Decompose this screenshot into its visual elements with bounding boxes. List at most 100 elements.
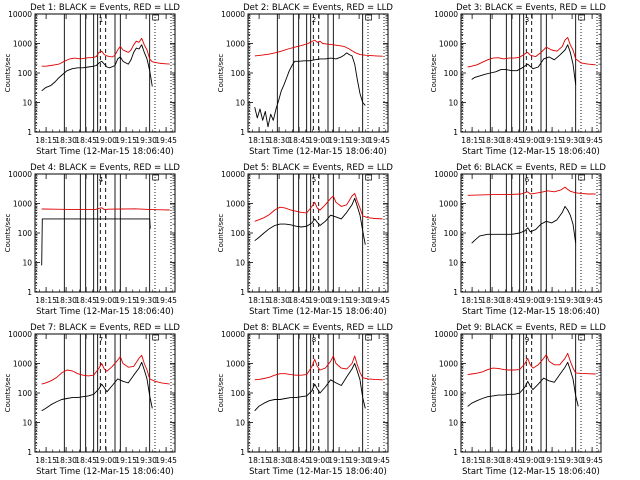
series-events [254, 197, 366, 245]
detector-marker: 7 [99, 336, 103, 344]
x-tick-label: 19:00 [308, 296, 330, 305]
y-tick-label: 100 [231, 69, 246, 78]
x-tick-label: 19:00 [521, 136, 543, 145]
y-tick-label: 100 [231, 229, 246, 238]
detector-panel-9: Det 9: BLACK = Events, RED = LLD 1 10 100 10… [430, 323, 606, 477]
plot-frame [460, 333, 602, 453]
x-axis-label: Start Time (12-Mar-15 18:06:40) [249, 147, 387, 157]
x-tick-label: 18:15 [461, 296, 483, 305]
x-axis-label: Start Time (12-Mar-15 18:06:40) [462, 147, 600, 157]
x-tick-label: 19:00 [521, 456, 543, 465]
corner-box-icon [152, 14, 160, 21]
detector-marker: 2 [312, 16, 316, 24]
x-tick-label: 18:15 [248, 136, 270, 145]
y-tick-label: 100 [18, 229, 33, 238]
corner-box-icon [365, 14, 373, 21]
detector-panel-1: Det 1: BLACK = Events, RED = LLD 1 10 100 10… [4, 3, 180, 157]
x-tick-label: 18:45 [288, 456, 310, 465]
detector-marker: 8 [312, 336, 316, 344]
y-tick-label: 100 [18, 389, 33, 398]
panel-title: Det 3: BLACK = Events, RED = LLD [456, 3, 606, 13]
y-tick-label: 10000 [221, 170, 245, 179]
y-tick-label: 1 [27, 288, 32, 297]
x-tick-label: 19:15 [328, 136, 350, 145]
detector-panel-3: Det 3: BLACK = Events, RED = LLD 1 10 100 10… [430, 3, 606, 157]
y-tick-label: 10 [235, 259, 245, 268]
y-tick-label: 1000 [13, 360, 32, 369]
panel-title: Det 5: BLACK = Events, RED = LLD [243, 163, 393, 173]
y-tick-label: 1 [453, 288, 458, 297]
detector-marker: 5 [312, 176, 316, 184]
panel-title: Det 4: BLACK = Events, RED = LLD [30, 163, 180, 173]
x-tick-label: 19:30 [135, 296, 157, 305]
x-tick-label: 19:00 [308, 136, 330, 145]
x-axis-label: Start Time (12-Mar-15 18:06:40) [36, 147, 174, 157]
x-tick-label: 18:45 [75, 456, 97, 465]
y-tick-label: 1 [453, 128, 458, 137]
y-tick-label: 1 [240, 448, 245, 457]
x-tick-label: 18:15 [35, 456, 57, 465]
y-tick-label: 10000 [434, 170, 458, 179]
x-tick-label: 19:15 [115, 456, 137, 465]
plot-frame [460, 13, 602, 133]
corner-box-icon [578, 14, 586, 21]
series-lld [254, 355, 383, 381]
x-tick-label: 18:30 [481, 136, 503, 145]
x-tick-label: 19:45 [155, 136, 177, 145]
series-lld [254, 192, 383, 222]
y-tick-label: 10000 [221, 10, 245, 19]
y-tick-label: 10 [235, 99, 245, 108]
series-events [471, 44, 577, 85]
x-tick-label: 18:45 [288, 136, 310, 145]
panel-title: Det 7: BLACK = Events, RED = LLD [30, 323, 180, 333]
x-axis-label: Start Time (12-Mar-15 18:06:40) [249, 467, 387, 477]
plot-frame [247, 173, 389, 293]
series-lld [254, 39, 383, 57]
detector-marker: 4 [99, 176, 104, 184]
y-tick-label: 1000 [226, 40, 245, 49]
plot-frame [34, 333, 176, 453]
y-tick-label: 1000 [226, 200, 245, 209]
series-lld [467, 186, 596, 196]
detector-panel-6: Det 6: BLACK = Events, RED = LLD 1 10 100 10… [430, 163, 606, 317]
y-tick-label: 1 [453, 448, 458, 457]
x-axis-label: Start Time (12-Mar-15 18:06:40) [36, 307, 174, 317]
y-axis-label: Counts/sec [4, 214, 12, 253]
x-axis-label: Start Time (12-Mar-15 18:06:40) [36, 467, 174, 477]
y-tick-label: 1 [27, 448, 32, 457]
x-tick-label: 19:30 [348, 456, 370, 465]
series-lld [467, 352, 596, 376]
x-tick-label: 18:45 [288, 296, 310, 305]
y-axis-label: Counts/sec [4, 374, 12, 413]
series-lld [467, 37, 596, 68]
x-axis-label: Start Time (12-Mar-15 18:06:40) [249, 307, 387, 317]
y-tick-label: 10 [22, 259, 32, 268]
x-tick-label: 18:30 [268, 136, 290, 145]
detector-marker: 3 [525, 16, 529, 24]
x-tick-label: 19:15 [541, 136, 563, 145]
x-tick-label: 18:15 [461, 456, 483, 465]
x-tick-label: 18:15 [248, 456, 270, 465]
panel-title: Det 2: BLACK = Events, RED = LLD [243, 3, 393, 13]
y-tick-label: 100 [444, 69, 459, 78]
x-tick-label: 19:15 [115, 136, 137, 145]
y-tick-label: 10 [235, 419, 245, 428]
y-tick-label: 100 [18, 69, 33, 78]
x-tick-label: 18:30 [55, 296, 77, 305]
y-axis-label: Counts/sec [430, 214, 438, 253]
x-tick-label: 18:45 [75, 136, 97, 145]
x-tick-label: 18:15 [248, 296, 270, 305]
detector-panel-7: Det 7: BLACK = Events, RED = LLD 1 10 100 10… [4, 323, 180, 477]
y-tick-label: 10000 [8, 330, 32, 339]
x-tick-label: 18:45 [501, 136, 523, 145]
y-tick-label: 10 [448, 99, 458, 108]
panel-title: Det 8: BLACK = Events, RED = LLD [243, 323, 393, 333]
y-tick-label: 1000 [13, 40, 32, 49]
y-tick-label: 10000 [8, 170, 32, 179]
x-tick-label: 18:15 [461, 136, 483, 145]
x-tick-label: 18:45 [501, 456, 523, 465]
x-tick-label: 19:45 [155, 296, 177, 305]
y-tick-label: 10 [22, 99, 32, 108]
corner-box-icon [365, 174, 373, 181]
